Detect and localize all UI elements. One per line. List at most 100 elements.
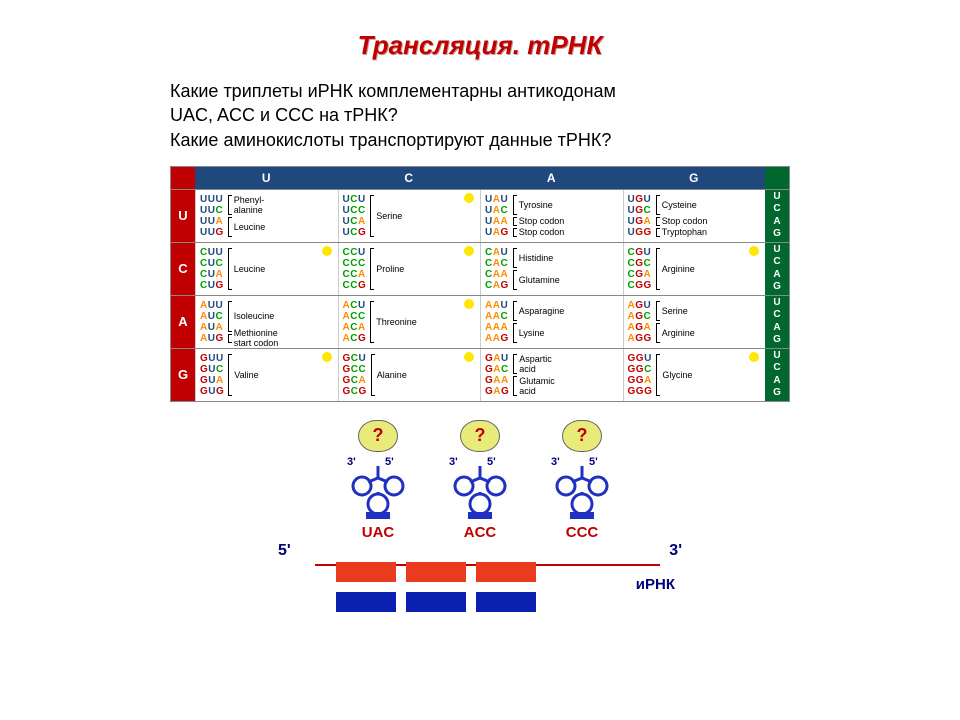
amino-acid: Leucine bbox=[234, 222, 266, 232]
codon: ACC bbox=[343, 311, 367, 322]
codon-cell: UCUUCCUCAUCGSerine bbox=[338, 190, 481, 242]
codon: CGA bbox=[628, 269, 652, 280]
row-header: C bbox=[171, 243, 195, 295]
amino-acid: Threonine bbox=[376, 317, 417, 327]
codon-cell: ACUACCACAACGThreonine bbox=[338, 296, 481, 348]
codon: AUU bbox=[200, 300, 224, 311]
codon-cell: CUUCUCCUACUGLeucine bbox=[195, 243, 338, 295]
trna-clover-icon bbox=[348, 464, 408, 520]
amino-acid: Methioninestart codon bbox=[234, 328, 279, 348]
codon-table: UCAGUUUUUUCUUAUUGPhenyl-alanineLeucineUC… bbox=[170, 166, 790, 402]
trna-clover-icon bbox=[552, 464, 612, 520]
codon: GCG bbox=[343, 386, 367, 397]
col-header: A bbox=[480, 167, 623, 189]
codon: AAG bbox=[485, 333, 509, 344]
codon: GAG bbox=[485, 386, 509, 397]
amino-acid: Glutamicacid bbox=[519, 376, 555, 396]
amino-acid: Arginine bbox=[662, 264, 695, 274]
highlight-dot bbox=[749, 246, 759, 256]
mrna-codon-box bbox=[336, 562, 396, 582]
codon: AAA bbox=[485, 322, 509, 333]
codon-cell: UGUUGCUGAUGGCysteineStop codonTryptophan bbox=[623, 190, 766, 242]
amino-acid: Isoleucine bbox=[234, 311, 275, 321]
codon: UAC bbox=[485, 205, 509, 216]
row-right: UCAG bbox=[765, 190, 789, 242]
codon: UCA bbox=[343, 216, 367, 227]
highlight-dot bbox=[464, 246, 474, 256]
amino-acid: Lysine bbox=[519, 328, 545, 338]
amino-acid: Leucine bbox=[234, 264, 266, 274]
codon-cell: UAUUACUAAUAGTyrosineStop codonStop codon bbox=[480, 190, 623, 242]
codon: CCC bbox=[343, 258, 367, 269]
trna: ? 3' 5' ACC bbox=[441, 420, 519, 520]
highlight-dot bbox=[464, 299, 474, 309]
amino-acid: Cysteine bbox=[662, 200, 697, 210]
amino-acid: Tyrosine bbox=[519, 200, 553, 210]
codon: CUA bbox=[200, 269, 224, 280]
codon-cell: CGUCGCCGACGGArginine bbox=[623, 243, 766, 295]
label-3prime: 3' bbox=[669, 542, 682, 560]
codon: UUA bbox=[200, 216, 224, 227]
codon: CAG bbox=[485, 280, 509, 291]
codon-cell: GGUGGCGGAGGGGlycine bbox=[623, 349, 766, 401]
codon: UUC bbox=[200, 205, 224, 216]
codon: GAU bbox=[485, 353, 509, 364]
codon: AUA bbox=[200, 322, 224, 333]
codon: UGA bbox=[628, 216, 652, 227]
codon: CUC bbox=[200, 258, 224, 269]
codon: CGU bbox=[628, 247, 652, 258]
codon: GGC bbox=[628, 364, 653, 375]
codon: GUA bbox=[200, 375, 224, 386]
mrna-box bbox=[476, 592, 536, 612]
amino-acid: Proline bbox=[376, 264, 404, 274]
codon: CAC bbox=[485, 258, 509, 269]
codon: GGU bbox=[628, 353, 653, 364]
codon: CGG bbox=[628, 280, 652, 291]
amino-acid-oval: ? bbox=[562, 420, 602, 452]
anticodon-label: ACC bbox=[441, 524, 519, 541]
row-right: UCAG bbox=[765, 349, 789, 401]
codon: AGC bbox=[628, 311, 652, 322]
codon-cell: UUUUUCUUAUUGPhenyl-alanineLeucine bbox=[195, 190, 338, 242]
amino-acid: Phenyl-alanine bbox=[234, 195, 265, 215]
codon-cell: CCUCCCCCACCG Proline bbox=[338, 243, 481, 295]
codon: UAA bbox=[485, 216, 509, 227]
codon-cell: AAUAACAAAAAGAsparagineLysine bbox=[480, 296, 623, 348]
codon: AGA bbox=[628, 322, 652, 333]
amino-acid-oval: ? bbox=[460, 420, 500, 452]
codon: GGG bbox=[628, 386, 653, 397]
trna: ? 3' 5' CCC bbox=[543, 420, 621, 520]
highlight-dot bbox=[749, 352, 759, 362]
codon: UGC bbox=[628, 205, 652, 216]
row-header: G bbox=[171, 349, 195, 401]
codon: UCC bbox=[343, 205, 367, 216]
mrna-codon-box bbox=[476, 562, 536, 582]
codon: AUG bbox=[200, 333, 224, 344]
codon-cell: GAUGACGAAGAG AsparticacidGlutamicacid bbox=[480, 349, 623, 401]
codon: GAA bbox=[485, 375, 509, 386]
codon: GAC bbox=[485, 364, 509, 375]
amino-acid: Asparagine bbox=[519, 306, 565, 316]
codon: AGU bbox=[628, 300, 652, 311]
amino-acid: Asparticacid bbox=[519, 354, 552, 374]
codon: CCA bbox=[343, 269, 367, 280]
codon: GGA bbox=[628, 375, 653, 386]
amino-acid: Valine bbox=[234, 370, 258, 380]
anticodon-label: CCC bbox=[543, 524, 621, 541]
codon: AAU bbox=[485, 300, 509, 311]
codon: GCA bbox=[343, 375, 367, 386]
codon: ACG bbox=[343, 333, 367, 344]
question-text: Какие триплеты иРНК комплементарны антик… bbox=[170, 79, 790, 152]
amino-acid: Histidine bbox=[519, 253, 554, 263]
mrna-box bbox=[406, 592, 466, 612]
codon: UCU bbox=[343, 194, 367, 205]
codon: ACA bbox=[343, 322, 367, 333]
codon: CCG bbox=[343, 280, 367, 291]
codon: UAU bbox=[485, 194, 509, 205]
codon: CCU bbox=[343, 247, 367, 258]
mrna-strip: 5' 3' иРНК bbox=[260, 542, 700, 632]
mrna-codon-box bbox=[406, 562, 466, 582]
codon: GCU bbox=[343, 353, 367, 364]
anticodon-label: UAC bbox=[339, 524, 417, 541]
trna-diagram: ? 3' 5' UAC ? 3' 5' ACC ? 3' 5' bbox=[260, 420, 700, 632]
